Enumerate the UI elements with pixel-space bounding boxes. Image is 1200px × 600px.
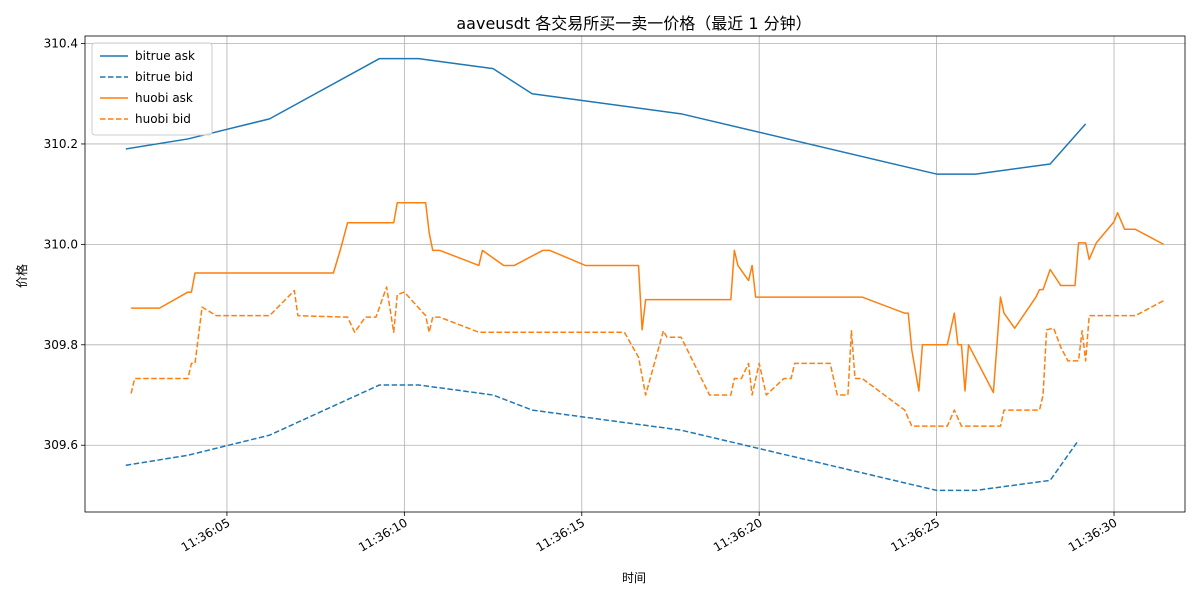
chart-title: aaveusdt 各交易所买一卖一价格（最近 1 分钟） <box>456 14 811 33</box>
y-axis-ticks: 309.6 309.8 310.0 310.2 310.4 <box>44 37 85 452</box>
y-tick-label: 309.6 <box>44 438 78 452</box>
legend-label: huobi bid <box>135 112 191 126</box>
y-tick-label: 310.2 <box>44 137 78 151</box>
y-axis-label: 价格 <box>14 264 29 288</box>
series-line-bitrue-ask <box>125 57 1087 175</box>
y-tick-label: 309.8 <box>44 338 78 352</box>
y-tick-label: 310.4 <box>44 37 78 51</box>
legend-label: bitrue ask <box>135 49 195 63</box>
legend: bitrue ask bitrue bid huobi ask huobi bid <box>91 42 213 136</box>
plot-frame <box>84 35 1186 513</box>
legend-label: huobi ask <box>135 91 193 105</box>
series-line-bitrue-bid <box>125 384 1080 492</box>
y-tick-label: 310.0 <box>44 237 78 251</box>
grid <box>85 36 1185 512</box>
series-lines <box>125 57 1165 492</box>
legend-box <box>91 42 213 136</box>
series-line-huobi-ask <box>131 201 1165 394</box>
series-line-huobi-bid <box>130 286 1165 427</box>
x-axis-label: 时间 <box>622 571 646 585</box>
legend-label: bitrue bid <box>135 70 193 84</box>
